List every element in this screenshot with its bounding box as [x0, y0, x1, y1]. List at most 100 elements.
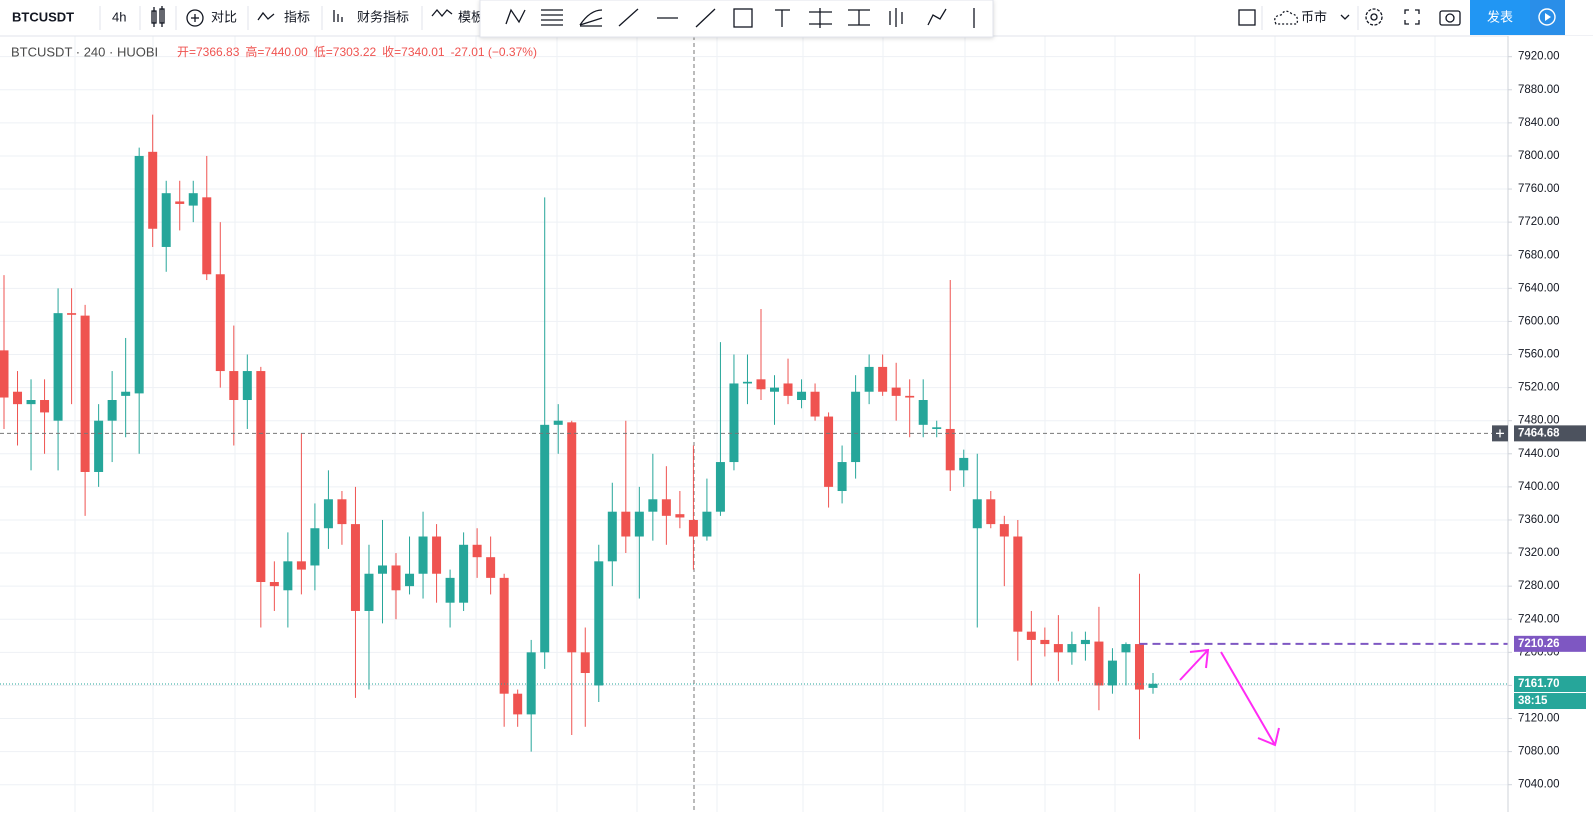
compare-icon [186, 9, 204, 27]
candle-body [364, 573, 374, 611]
symbol-button[interactable]: BTCUSDT [12, 9, 74, 24]
crosshair-tag: 7464.68 [1518, 427, 1560, 439]
candle-body [202, 197, 212, 275]
tool-range[interactable] [848, 9, 870, 26]
legend-value: 低=7303.22 [314, 45, 377, 59]
tool-ray[interactable] [695, 8, 716, 28]
y-tick-label: 7400.00 [1518, 481, 1560, 493]
y-tick-label: 7720.00 [1518, 216, 1560, 228]
interval-button[interactable]: 4h [112, 9, 126, 24]
tool-trend[interactable] [618, 8, 639, 27]
candle-body [715, 462, 725, 512]
candle-body [567, 422, 577, 653]
candle-body [918, 400, 928, 425]
candle-body [526, 652, 536, 715]
layout-button[interactable] [1238, 9, 1256, 26]
fullscreen-button[interactable] [1404, 9, 1420, 25]
y-tick-label: 7280.00 [1518, 580, 1560, 592]
tool-pattern[interactable] [505, 8, 526, 25]
market-dropdown[interactable] [1340, 14, 1350, 20]
candle-body [729, 383, 739, 463]
price-axis: 7040.007080.007120.007160.007200.007240.… [1492, 36, 1593, 812]
tool-gann[interactable] [579, 9, 603, 27]
arrow-up [1179, 648, 1210, 681]
candle-body [107, 400, 117, 421]
last-price-tag-bg [1514, 676, 1586, 693]
candle-body [1121, 644, 1131, 653]
candle-body [188, 193, 198, 206]
candle-body [486, 557, 496, 578]
y-tick-label: 7880.00 [1518, 84, 1560, 96]
cloud-icon [1274, 10, 1299, 25]
candle-body [67, 313, 77, 315]
candle-body [459, 544, 469, 603]
candle-body [1094, 641, 1104, 686]
tool-fib[interactable] [541, 9, 563, 26]
candle-body [594, 561, 604, 686]
candle-body [797, 391, 807, 401]
candle-body [540, 424, 550, 653]
candle-body [756, 379, 766, 390]
template-icon [431, 8, 453, 18]
candle-body [269, 582, 279, 587]
snapshot-button[interactable] [1439, 10, 1461, 26]
settings-button[interactable] [1365, 8, 1383, 26]
candle-body [932, 427, 942, 429]
candle-body [742, 381, 752, 384]
legend-value: -27.01 (−0.37%) [451, 45, 537, 59]
toolbar: BTCUSDT 4h 对比 指标 财务指标 模板 [0, 0, 1593, 38]
candle-body [824, 416, 834, 487]
candle-body [1026, 631, 1036, 640]
candle-body [891, 387, 901, 396]
indicator-icon [257, 11, 275, 21]
publish-button-bg[interactable] [1470, 0, 1530, 35]
publish-button[interactable]: 发表 [1487, 9, 1513, 24]
y-tick-label: 7520.00 [1518, 382, 1560, 394]
candle-body [499, 577, 509, 694]
candle-body [945, 428, 955, 471]
crosshair-tag-bg [1514, 425, 1586, 442]
y-tick-label: 7320.00 [1518, 547, 1560, 559]
tool-projection[interactable] [809, 8, 832, 28]
candle-body [972, 499, 982, 529]
candle-body [1148, 683, 1158, 688]
candle-body [675, 514, 685, 518]
arrow-down [1220, 651, 1280, 747]
last-price-tag: 7161.70 [1518, 678, 1560, 690]
candle-body [296, 561, 306, 570]
tool-path[interactable] [927, 8, 947, 26]
alert-tag-bg [1514, 635, 1586, 652]
candle-body [242, 371, 252, 401]
candle-body [1080, 639, 1090, 645]
replay-button[interactable] [1538, 8, 1556, 26]
chart-style-button[interactable] [151, 6, 165, 27]
annotation-arrows [1179, 648, 1280, 747]
candle-body [377, 565, 387, 574]
candle-body [905, 395, 915, 398]
candle-body [13, 391, 23, 405]
y-tick-label: 7920.00 [1518, 51, 1560, 63]
candle-body [661, 499, 671, 516]
compare-button[interactable]: 对比 [211, 9, 237, 24]
legend-value: 收=7340.01 [382, 45, 445, 59]
candle-body [175, 201, 185, 204]
candle-body [121, 391, 131, 396]
candle-body [553, 420, 563, 425]
financials-button[interactable]: 财务指标 [357, 9, 409, 24]
candle-body [134, 155, 144, 394]
candle-body [161, 193, 171, 247]
market-button[interactable]: 币市 [1301, 9, 1327, 24]
candle-body [513, 693, 523, 715]
candle-body [986, 499, 996, 525]
tool-rect[interactable] [733, 8, 753, 28]
candle-body [999, 524, 1009, 537]
financials-icon [333, 10, 343, 22]
tool-bars[interactable] [889, 8, 903, 27]
candle-body [229, 371, 239, 401]
tool-text[interactable] [775, 9, 790, 27]
template-button[interactable]: 模板 [458, 9, 484, 24]
indicators-button[interactable]: 指标 [284, 9, 310, 24]
candle-body [80, 315, 90, 472]
legend-symbol: BTCUSDT · 240 · HUOBI [11, 44, 158, 59]
